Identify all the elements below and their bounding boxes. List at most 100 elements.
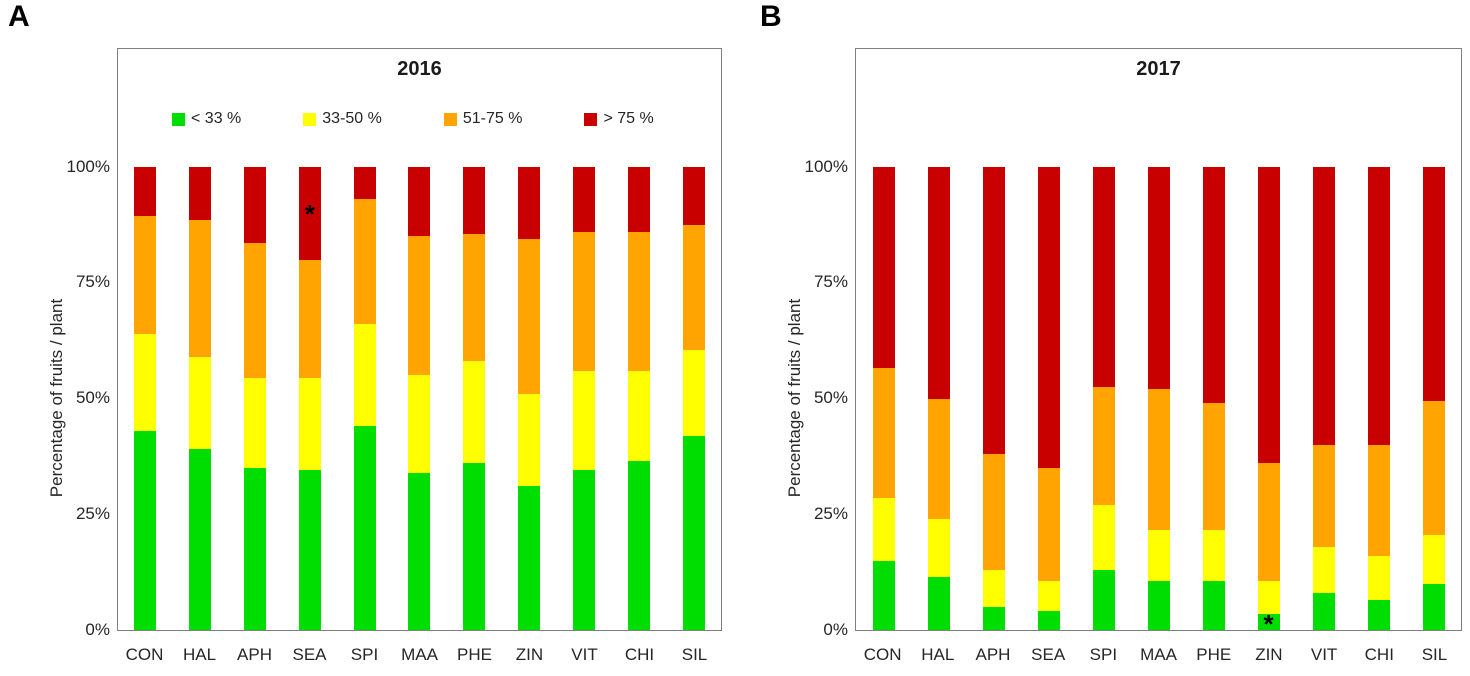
stacked-bar-sil xyxy=(1422,167,1445,630)
bar-segment xyxy=(353,199,376,325)
x-axis-labels-2017: CON HAL APH SEA SPI MAA PHE ZIN VIT CHI SIL xyxy=(855,642,1462,668)
stacked-bar-zin xyxy=(1257,167,1280,630)
bar-segment xyxy=(927,398,950,519)
x-axis-category-label: CON xyxy=(125,645,164,664)
bar-segment xyxy=(627,231,650,371)
y-tick-label: 25% xyxy=(813,503,848,523)
x-axis-category-label: HAL xyxy=(921,645,955,664)
bar-segment xyxy=(298,470,321,630)
bar-segment xyxy=(1092,386,1115,505)
legend-swatch-icon xyxy=(303,112,317,126)
x-axis-category-label: MAA xyxy=(1140,645,1177,664)
bar-segment xyxy=(627,460,650,630)
bar-cell-con xyxy=(856,167,911,630)
x-axis-category-label: SPI xyxy=(350,645,379,664)
stacked-bar-zin xyxy=(518,167,541,630)
bar-segment xyxy=(408,236,431,376)
bar-cell-phe xyxy=(1186,167,1241,630)
bar-segment xyxy=(1092,569,1115,630)
chart-title-2016: 2016 xyxy=(397,58,442,80)
bar-segment xyxy=(1092,504,1115,570)
bar-cell-chi xyxy=(611,167,666,630)
stacked-bar-con xyxy=(872,167,895,630)
legend-swatch-icon xyxy=(172,112,185,126)
bar-segment xyxy=(1257,581,1280,614)
bar-segment xyxy=(1312,546,1335,593)
legend-label: > 75 % xyxy=(603,110,654,127)
bar-cell-sea: * xyxy=(282,167,337,630)
bar-cell-aph xyxy=(228,167,283,630)
bar-segment xyxy=(463,234,486,362)
bar-segment xyxy=(1147,167,1170,390)
bar-segment xyxy=(134,215,157,334)
bar-segment xyxy=(682,224,705,350)
stacked-bar-hal xyxy=(189,167,212,630)
legend-item: < 33 % xyxy=(172,110,241,128)
x-axis-category-label: MAA xyxy=(401,645,438,664)
bar-segment xyxy=(1092,167,1115,387)
bar-segment xyxy=(1367,599,1390,630)
stacked-bar-chi xyxy=(627,167,650,630)
plot-area-2017: * xyxy=(856,167,1461,637)
legend-swatch-icon xyxy=(443,112,457,126)
bar-cell-maa xyxy=(1131,167,1186,630)
x-axis-labels-2016: CON HAL APH SEA SPI MAA PHE ZIN VIT CHI SIL xyxy=(117,642,722,668)
stacked-bar-vit xyxy=(1312,167,1335,630)
bar-segment xyxy=(1037,167,1060,468)
stacked-bar-aph xyxy=(982,167,1005,630)
stacked-bar-sea xyxy=(1037,167,1060,630)
bar-segment xyxy=(463,167,486,235)
bar-segment xyxy=(627,167,650,232)
chart-panel-2017: 2017 * xyxy=(855,48,1462,637)
bar-segment xyxy=(982,167,1005,455)
legend-item: > 75 % xyxy=(584,110,654,128)
legend-label: 33-50 % xyxy=(322,110,382,127)
stacked-bar-sea xyxy=(298,167,321,630)
bar-segment xyxy=(572,231,595,371)
bar-segment xyxy=(682,349,705,436)
stacked-bar-sil xyxy=(682,167,705,630)
y-tick-label: 0% xyxy=(85,619,110,639)
chart-panel-2016: 2016 < 33 % 33-50 % 51-75 % > 75 % * xyxy=(117,48,722,631)
bar-segment xyxy=(353,324,376,427)
bar-segment xyxy=(134,167,157,216)
stacked-bar-vit xyxy=(572,167,595,630)
bar-segment xyxy=(1422,167,1445,401)
bar-segment xyxy=(1257,463,1280,582)
stacked-bar-phe xyxy=(463,167,486,630)
panel-b-letter: B xyxy=(760,0,782,33)
bar-segment xyxy=(982,606,1005,630)
bar-segment xyxy=(244,467,267,630)
bar-segment xyxy=(1037,611,1060,630)
bar-cell-aph xyxy=(966,167,1021,630)
stacked-bar-maa xyxy=(1147,167,1170,630)
bar-cell-hal xyxy=(173,167,228,630)
bar-segment xyxy=(572,470,595,630)
stacked-bar-chi xyxy=(1367,167,1390,630)
x-axis-category-label: PHE xyxy=(457,645,492,664)
bar-cell-hal xyxy=(911,167,966,630)
bar-segment xyxy=(927,576,950,630)
bar-segment xyxy=(1422,535,1445,584)
bar-segment xyxy=(1037,581,1060,612)
bar-segment xyxy=(1037,467,1060,582)
bar-segment xyxy=(1147,389,1170,531)
x-axis-category-label: VIT xyxy=(1310,645,1338,664)
significance-asterisk: * xyxy=(1263,609,1274,640)
stacked-bar-spi xyxy=(353,167,376,630)
bar-segment xyxy=(408,375,431,473)
bar-cell-zin xyxy=(502,167,557,630)
bar-cell-spi xyxy=(337,167,392,630)
bar-cell-spi xyxy=(1076,167,1131,630)
bar-cell-zin: * xyxy=(1241,167,1296,637)
bar-segment xyxy=(1202,403,1225,531)
legend-item: 51-75 % xyxy=(443,110,522,128)
y-tick-label: 100% xyxy=(66,156,110,176)
bar-cell-sil xyxy=(666,167,721,630)
x-axis-category-label: APH xyxy=(975,645,1011,664)
bar-segment xyxy=(518,486,541,630)
x-axis-category-label: SIL xyxy=(1421,645,1448,664)
bar-segment xyxy=(518,238,541,394)
x-axis-category-label: HAL xyxy=(182,645,217,664)
x-axis-category-label: CON xyxy=(863,645,902,664)
